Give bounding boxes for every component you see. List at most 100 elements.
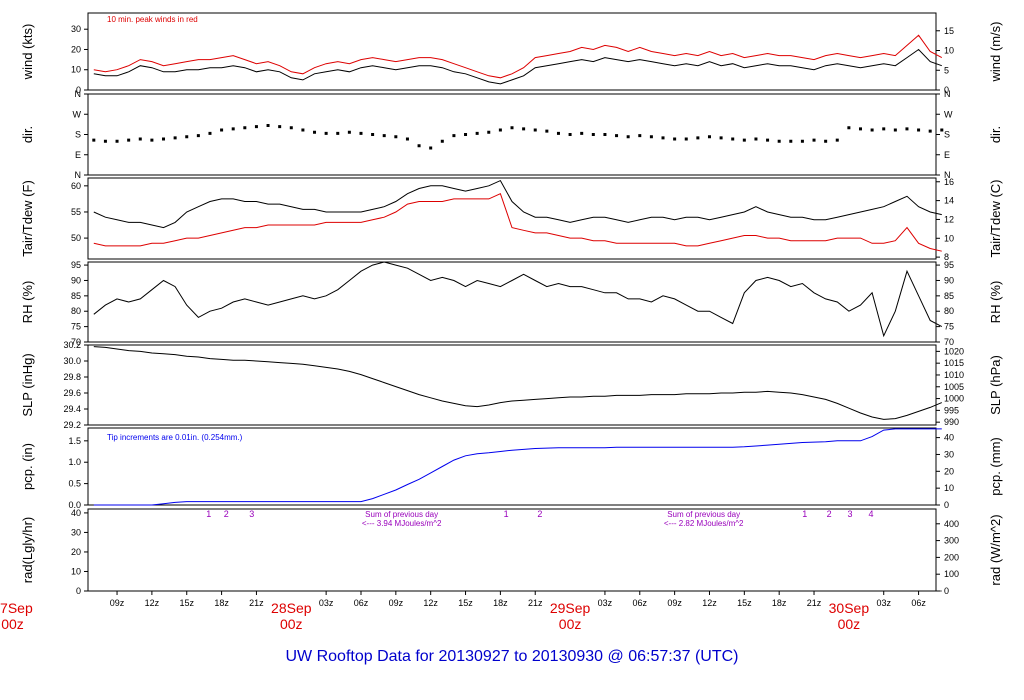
footer-time: 06:57:37 bbox=[628, 648, 691, 665]
dir-y2tick-label: S bbox=[944, 130, 950, 140]
dir-ytick-label: E bbox=[75, 150, 81, 160]
dir-ylabel: dir. bbox=[20, 126, 35, 143]
x-tick-label: 15z bbox=[458, 598, 473, 608]
dir-point bbox=[208, 131, 212, 135]
dir-point bbox=[626, 135, 630, 139]
dir-point bbox=[870, 128, 874, 132]
dir-point bbox=[533, 128, 537, 132]
dir-point bbox=[301, 128, 305, 132]
rad-summary-line1: Sum of previous day bbox=[667, 510, 740, 519]
dir-point bbox=[429, 146, 433, 150]
dir-point bbox=[824, 139, 828, 143]
dir-ytick-label: N bbox=[75, 89, 82, 99]
rh-ytick-label: 90 bbox=[71, 275, 81, 285]
slp-y2tick-label: 1000 bbox=[944, 394, 964, 404]
dir-point bbox=[359, 131, 363, 135]
dir-point bbox=[138, 137, 142, 141]
dir-ytick-label: S bbox=[75, 130, 81, 140]
wind-series-line bbox=[93, 34, 943, 79]
wind-ytick-label: 20 bbox=[71, 44, 81, 54]
dir-point bbox=[103, 139, 107, 143]
slp-ytick-label: 30.0 bbox=[63, 356, 81, 366]
dir-point bbox=[707, 135, 711, 139]
temp-y2tick-label: 14 bbox=[944, 196, 954, 206]
dir-point bbox=[568, 133, 572, 136]
dir-point bbox=[766, 138, 770, 142]
rad-ytick-label: 30 bbox=[71, 527, 81, 537]
pcp-y2tick-label: 30 bbox=[944, 449, 954, 459]
rad-ylabel: rad(Lgly/hr) bbox=[20, 517, 35, 583]
pcp-annotation: Tip increments are 0.01in. (0.254mm.) bbox=[107, 433, 243, 442]
x-tick-label: 18z bbox=[772, 598, 787, 608]
x-tick-label: 03z bbox=[876, 598, 891, 608]
footer-at: @ bbox=[607, 648, 624, 665]
dir-point bbox=[115, 139, 119, 143]
rh-y2tick-label: 70 bbox=[944, 337, 954, 347]
rad-tip-label: 3 bbox=[249, 509, 254, 519]
temp-series-line bbox=[93, 179, 942, 229]
rad-ytick-label: 20 bbox=[71, 547, 81, 557]
rh-y2tick-label: 90 bbox=[944, 275, 954, 285]
temp-y2tick-label: 16 bbox=[944, 177, 954, 187]
dir-point bbox=[220, 128, 224, 132]
dir-point bbox=[231, 127, 235, 131]
dir-point bbox=[475, 131, 479, 135]
temp-y2label: Tair/Tdew (C) bbox=[988, 179, 1003, 257]
x-tick-label: 12z bbox=[145, 598, 160, 608]
wind-ytick-label: 0 bbox=[76, 85, 81, 95]
x-tick-label: 09z bbox=[389, 598, 404, 608]
wind-y2tick-label: 10 bbox=[944, 46, 954, 56]
dir-point bbox=[278, 125, 282, 129]
dir-point bbox=[591, 133, 595, 136]
rad-ytick-label: 0 bbox=[76, 586, 81, 596]
rad-panel-frame bbox=[87, 508, 937, 592]
rh-series-line bbox=[93, 261, 943, 338]
slp-ytick-label: 29.8 bbox=[63, 372, 81, 382]
dir-ytick-label: N bbox=[75, 170, 82, 180]
pcp-ytick-label: 1.0 bbox=[68, 457, 81, 467]
dir-point bbox=[313, 130, 317, 134]
rh-ytick-label: 80 bbox=[71, 306, 81, 316]
dir-point bbox=[394, 135, 398, 139]
x-tick-label: 09z bbox=[110, 598, 125, 608]
temp-ytick-label: 50 bbox=[71, 233, 81, 243]
x-day-date: 28Sep bbox=[271, 600, 312, 616]
x-tick-label: 18z bbox=[214, 598, 229, 608]
footer-title: UW Rooftop Data for 20130927 to 20130930… bbox=[0, 648, 1024, 666]
x-tick-label: 15z bbox=[179, 598, 194, 608]
dir-point bbox=[347, 130, 351, 134]
dir-point bbox=[162, 137, 166, 141]
dir-point bbox=[545, 129, 549, 133]
dir-point bbox=[684, 137, 688, 141]
wind-series-line bbox=[93, 48, 942, 85]
rh-ytick-label: 75 bbox=[71, 322, 81, 332]
rad-tip-label: 1 bbox=[802, 509, 807, 519]
rh-y2tick-label: 75 bbox=[944, 322, 954, 332]
dir-point bbox=[382, 134, 386, 138]
dir-point bbox=[150, 138, 154, 142]
dir-point bbox=[487, 130, 491, 134]
x-day-hour: 00z bbox=[280, 616, 303, 632]
pcp-ytick-label: 0.5 bbox=[68, 479, 81, 489]
x-tick-label: 21z bbox=[528, 598, 543, 608]
slp-y2tick-label: 1010 bbox=[944, 370, 964, 380]
pcp-ytick-label: 0.0 bbox=[68, 500, 81, 510]
slp-y2label: SLP (hPa) bbox=[988, 355, 1003, 415]
dir-point bbox=[812, 138, 816, 142]
footer-to: to bbox=[514, 648, 528, 665]
x-day-date: 27Sep bbox=[0, 600, 33, 616]
dir-point bbox=[696, 136, 700, 140]
rad-tip-label: 2 bbox=[827, 509, 832, 519]
dir-point bbox=[777, 139, 781, 143]
rh-y2tick-label: 95 bbox=[944, 260, 954, 270]
dir-point bbox=[336, 131, 340, 135]
x-tick-label: 06z bbox=[633, 598, 648, 608]
x-tick-label: 21z bbox=[807, 598, 822, 608]
temp-ytick-label: 55 bbox=[71, 207, 81, 217]
slp-series-line bbox=[93, 346, 942, 420]
dir-y2tick-label: N bbox=[944, 89, 951, 99]
x-tick-label: 18z bbox=[493, 598, 508, 608]
dir-y2tick-label: W bbox=[944, 109, 953, 119]
footer-start-date: 20130927 bbox=[438, 648, 510, 665]
dir-point bbox=[324, 131, 328, 135]
